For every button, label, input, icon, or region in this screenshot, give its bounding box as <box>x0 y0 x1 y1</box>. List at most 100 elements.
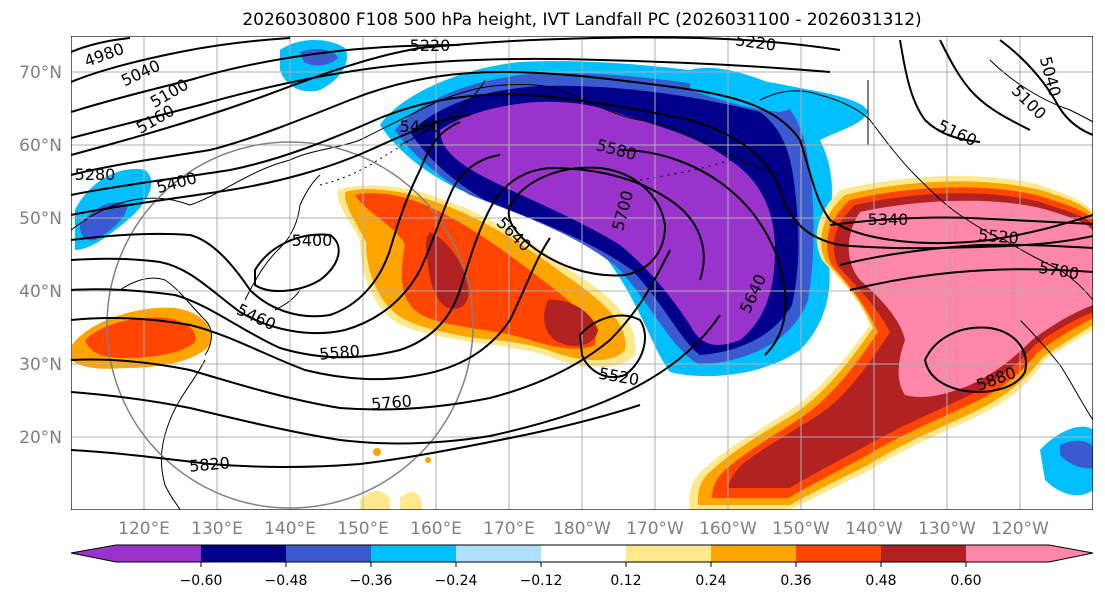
lon-label: 150°E <box>337 519 389 539</box>
colorbar-segment <box>456 545 542 562</box>
lon-label: 120°E <box>118 519 170 539</box>
lon-label: 160°E <box>410 519 462 539</box>
contour-label: 5580 <box>318 341 360 363</box>
colorbar-segment <box>1049 545 1093 562</box>
colorbar-segment <box>286 545 372 562</box>
lon-label: 130°E <box>191 519 243 539</box>
colorbar-tick-label: −0.12 <box>520 573 563 589</box>
map-panel: 4980 5040 5100 5160 5220 5220 5280 5400 … <box>71 30 1093 510</box>
range-circle <box>106 141 474 509</box>
west-siberia-core <box>80 202 128 241</box>
dot-small-1 <box>373 448 381 456</box>
contour-5640-e <box>619 149 787 356</box>
colorbar-tick-label: −0.24 <box>435 573 478 589</box>
lon-label: 120°W <box>991 519 1049 539</box>
pacific-plume-red <box>355 193 596 349</box>
eastpac-pink <box>848 200 1093 397</box>
positive-ivt-anomaly-field <box>72 175 1093 510</box>
colorbar-tick-label: 0.24 <box>695 573 726 589</box>
height-contours <box>71 36 1093 468</box>
contour-5760 <box>71 249 671 411</box>
map-title: 2026030800 F108 500 hPa height, IVT Land… <box>242 10 921 30</box>
colorbar-segment <box>201 545 287 562</box>
colorbar-segment <box>541 545 627 562</box>
kamchatka-core <box>440 101 775 345</box>
colorbar-tick-label: 0.60 <box>950 573 981 589</box>
lon-label: 170°E <box>483 519 535 539</box>
lat-label: 40°N <box>19 282 62 302</box>
contour-5400 <box>71 114 471 292</box>
alaska-coastline <box>759 90 1093 301</box>
colorbar-tick-label: −0.60 <box>180 573 223 589</box>
colorbar-tick-label: 0.12 <box>610 573 641 589</box>
lon-label: 140°E <box>264 519 316 539</box>
lat-label: 70°N <box>19 63 62 83</box>
contour-5520-w <box>71 154 501 335</box>
negative-ivt-anomaly-field <box>75 40 1093 496</box>
colorbar-tick-label: −0.48 <box>265 573 308 589</box>
lon-label: 170°W <box>626 519 684 539</box>
aleutian-chain <box>639 147 791 181</box>
lon-label: 160°W <box>699 519 757 539</box>
south-orange-patch <box>360 491 422 510</box>
kuril-chain <box>319 131 426 186</box>
bering-blue-arm <box>690 67 796 112</box>
contour-5160-ne <box>899 39 981 143</box>
contour-5100 <box>71 44 461 113</box>
contour-4980 <box>71 37 131 53</box>
colorbar-segment <box>116 545 202 562</box>
contour-label: 5820 <box>188 453 230 475</box>
colorbar-segment <box>626 545 712 562</box>
kamchatka-peninsula <box>399 79 486 146</box>
colorbar-segment <box>796 545 882 562</box>
contour-5880-e <box>923 326 1027 393</box>
contour-5880-w <box>71 404 641 468</box>
contour-label: 5460 <box>400 117 441 136</box>
lat-label: 60°N <box>19 136 62 156</box>
contour-5520-e <box>578 314 646 378</box>
colorbar: −0.60 −0.48 −0.36 −0.24 −0.12 0.12 0.24 … <box>70 544 1094 589</box>
contour-label: 5220 <box>410 36 451 55</box>
colorbar-segment <box>711 545 797 562</box>
lat-label: 50°N <box>19 209 62 229</box>
contour-5220-n <box>71 36 841 156</box>
contour-5160 <box>71 57 831 139</box>
contour-label: 5280 <box>75 165 116 184</box>
lon-label: 150°W <box>772 519 830 539</box>
lat-axis: 70°N 60°N 50°N 40°N 30°N 20°N <box>19 63 62 448</box>
colorbar-segment <box>71 545 117 562</box>
contour-5700-e <box>849 268 1093 291</box>
colorbar-segment <box>881 545 967 562</box>
contour-5700-c <box>507 166 667 277</box>
lat-label: 30°N <box>19 355 62 375</box>
contour-label: 5400 <box>292 231 333 250</box>
contour-label: 5520 <box>977 225 1019 247</box>
pacific-plume-darkred <box>426 232 598 346</box>
mexico-coast <box>1019 319 1093 421</box>
contour-5040 <box>71 37 291 83</box>
tropical-blue-core <box>1060 440 1093 469</box>
lon-label: 130°W <box>918 519 976 539</box>
contour-label: 5220 <box>734 30 777 54</box>
contour-5040-ne <box>999 39 1093 136</box>
colorbar-outline <box>70 544 1094 563</box>
contour-5640-w <box>71 237 551 381</box>
lat-label: 20°N <box>19 428 62 448</box>
lon-axis: 120°E 130°E 140°E 150°E 160°E 170°E 180°… <box>118 519 1049 539</box>
colorbar-ticks <box>200 562 967 567</box>
arctic-blue-core <box>300 49 338 66</box>
contour-5820 <box>71 314 721 445</box>
colorbar-segment <box>371 545 457 562</box>
japan-red-patch <box>85 317 196 358</box>
contour-5100-ne <box>939 39 1031 131</box>
colorbar-tick-label: 0.48 <box>865 573 896 589</box>
lon-label: 140°W <box>845 519 903 539</box>
colorbar-tick-label: −0.36 <box>350 573 393 589</box>
contour-5520-ee <box>839 243 1093 266</box>
contour-label: 5760 <box>370 391 412 413</box>
colorbar-tick-label: 0.36 <box>780 573 811 589</box>
contour-label: 5340 <box>868 210 909 229</box>
contour-5280 <box>71 70 1093 245</box>
